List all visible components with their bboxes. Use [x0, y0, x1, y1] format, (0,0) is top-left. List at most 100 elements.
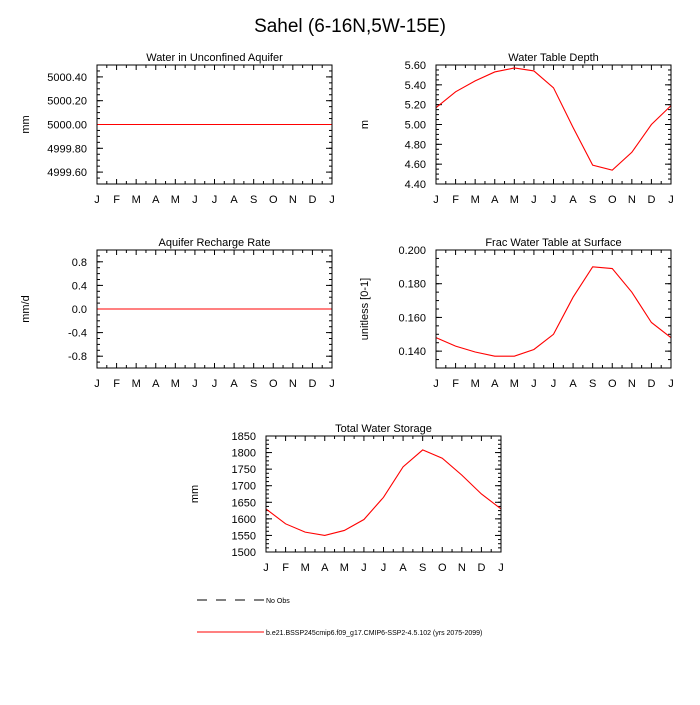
x-tick-label: F [113, 194, 120, 206]
panel-title: Total Water Storage [335, 423, 432, 435]
x-tick-label: M [510, 378, 519, 390]
y-tick-label: 4.60 [405, 159, 426, 171]
series-line-water-table-depth [435, 67, 672, 171]
x-tick-label: J [192, 378, 198, 390]
x-tick-label: A [230, 378, 238, 390]
x-tick-label: J [212, 378, 218, 390]
y-axis-label: mm/d [20, 295, 32, 323]
y-tick-label: 1800 [232, 448, 256, 460]
x-tick-label: A [230, 194, 238, 206]
x-tick-label: J [433, 378, 439, 390]
x-tick-label: M [171, 378, 180, 390]
x-tick-label: O [608, 194, 617, 206]
y-tick-label: 1500 [232, 547, 256, 559]
x-tick-label: S [250, 194, 257, 206]
y-tick-label: -0.4 [68, 328, 87, 340]
y-tick-label: 0.140 [398, 346, 426, 358]
series-line-frac-water-table [435, 266, 672, 357]
panel-title: Aquifer Recharge Rate [159, 237, 271, 249]
y-axis-label: mm [189, 485, 201, 503]
y-tick-label: 1650 [232, 497, 256, 509]
x-tick-label: N [628, 194, 636, 206]
y-tick-label: 1850 [232, 431, 256, 443]
y-tick-label: 5000.20 [47, 96, 87, 108]
y-tick-label: 4999.80 [47, 143, 87, 155]
y-tick-label: 5.40 [405, 80, 426, 92]
x-tick-label: J [531, 194, 537, 206]
x-tick-label: J [263, 562, 269, 574]
x-tick-label: S [589, 194, 596, 206]
x-tick-label: O [438, 562, 447, 574]
y-tick-label: 4.80 [405, 139, 426, 151]
y-tick-label: 4.40 [405, 179, 426, 191]
x-tick-label: J [668, 378, 674, 390]
x-tick-label: M [132, 194, 141, 206]
y-tick-label: 0.160 [398, 312, 426, 324]
y-tick-label: 5.00 [405, 120, 426, 132]
y-tick-label: 1750 [232, 464, 256, 476]
y-tick-label: 1600 [232, 514, 256, 526]
x-tick-label: J [329, 194, 335, 206]
x-tick-label: N [458, 562, 466, 574]
y-tick-label: 5.20 [405, 100, 426, 112]
x-tick-label: O [608, 378, 617, 390]
x-tick-label: A [569, 194, 577, 206]
legend-label-no-obs: No Obs [266, 598, 290, 605]
x-tick-label: D [647, 194, 655, 206]
x-tick-label: A [491, 378, 499, 390]
x-tick-label: M [471, 378, 480, 390]
y-axis-label: mm [20, 115, 32, 133]
x-tick-label: F [452, 194, 459, 206]
y-axis-label: unitless [0-1] [359, 278, 371, 340]
x-tick-label: J [381, 562, 387, 574]
y-tick-label: 5.60 [405, 60, 426, 72]
x-tick-label: A [399, 562, 407, 574]
x-tick-label: J [531, 378, 537, 390]
y-tick-label: 1550 [232, 530, 256, 542]
y-tick-label: 0.200 [398, 245, 426, 257]
plot-frame [96, 64, 333, 185]
x-tick-label: D [647, 378, 655, 390]
x-tick-label: D [308, 378, 316, 390]
x-tick-label: J [498, 562, 504, 574]
x-tick-label: J [668, 194, 674, 206]
x-tick-label: A [569, 378, 577, 390]
x-tick-label: O [269, 378, 278, 390]
x-tick-label: J [94, 378, 100, 390]
panel-title: Frac Water Table at Surface [485, 237, 621, 249]
legend-label-model: b.e21.BSSP245cmip6.f09_g17.CMIP6-SSP2-4.… [266, 630, 482, 637]
x-tick-label: J [192, 194, 198, 206]
x-tick-label: M [301, 562, 310, 574]
plot-frame [435, 249, 672, 369]
x-tick-label: D [308, 194, 316, 206]
y-axis-label: m [359, 120, 371, 129]
x-tick-label: S [250, 378, 257, 390]
x-tick-label: J [329, 378, 335, 390]
x-tick-label: M [510, 194, 519, 206]
x-tick-label: A [321, 562, 329, 574]
chart-panel-frac-water-table: Frac Water Table at Surface unitless [0-1… [359, 237, 674, 390]
plot-frame [435, 64, 672, 185]
y-tick-label: 4999.60 [47, 167, 87, 179]
figure-title: Sahel (6-16N,5W-15E) [254, 16, 446, 37]
x-tick-label: S [419, 562, 426, 574]
x-tick-label: A [152, 378, 160, 390]
x-tick-label: N [628, 378, 636, 390]
y-tick-label: 0.0 [72, 304, 87, 316]
x-tick-label: D [477, 562, 485, 574]
x-tick-label: M [340, 562, 349, 574]
x-tick-label: M [132, 378, 141, 390]
x-tick-label: A [491, 194, 499, 206]
x-tick-label: J [94, 194, 100, 206]
y-tick-label: 1700 [232, 481, 256, 493]
legend: No Obs b.e21.BSSP245cmip6.f09_g17.CMIP6-… [197, 598, 482, 637]
y-tick-label: -0.8 [68, 351, 87, 363]
plot-frame [265, 435, 502, 553]
x-tick-label: A [152, 194, 160, 206]
x-tick-label: O [269, 194, 278, 206]
